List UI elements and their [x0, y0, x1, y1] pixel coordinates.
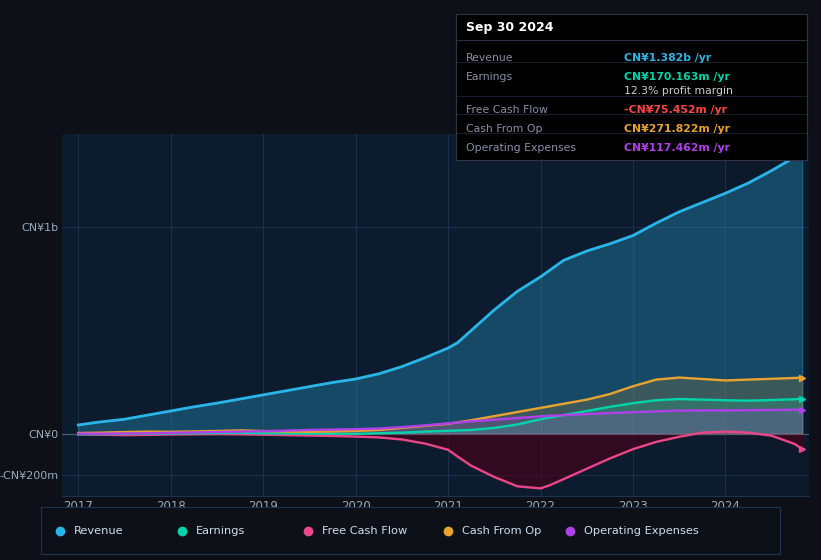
Text: Free Cash Flow: Free Cash Flow	[466, 105, 548, 115]
Text: CN¥170.163m /yr: CN¥170.163m /yr	[624, 72, 730, 82]
Text: Sep 30 2024: Sep 30 2024	[466, 21, 553, 34]
Bar	[726, 134, 809, 496]
Text: Operating Expenses: Operating Expenses	[585, 526, 699, 535]
Text: Cash From Op: Cash From Op	[462, 526, 542, 535]
Text: Revenue: Revenue	[75, 526, 124, 535]
Text: Earnings: Earnings	[466, 72, 513, 82]
Text: Revenue: Revenue	[466, 53, 514, 63]
Text: CN¥1.382b /yr: CN¥1.382b /yr	[624, 53, 712, 63]
Text: Earnings: Earnings	[196, 526, 245, 535]
Text: Cash From Op: Cash From Op	[466, 124, 543, 134]
Text: -CN¥75.452m /yr: -CN¥75.452m /yr	[624, 105, 727, 115]
Text: Operating Expenses: Operating Expenses	[466, 143, 576, 153]
Text: CN¥117.462m /yr: CN¥117.462m /yr	[624, 143, 731, 153]
Text: CN¥271.822m /yr: CN¥271.822m /yr	[624, 124, 731, 134]
Text: Free Cash Flow: Free Cash Flow	[322, 526, 407, 535]
Text: 12.3% profit margin: 12.3% profit margin	[624, 86, 733, 96]
